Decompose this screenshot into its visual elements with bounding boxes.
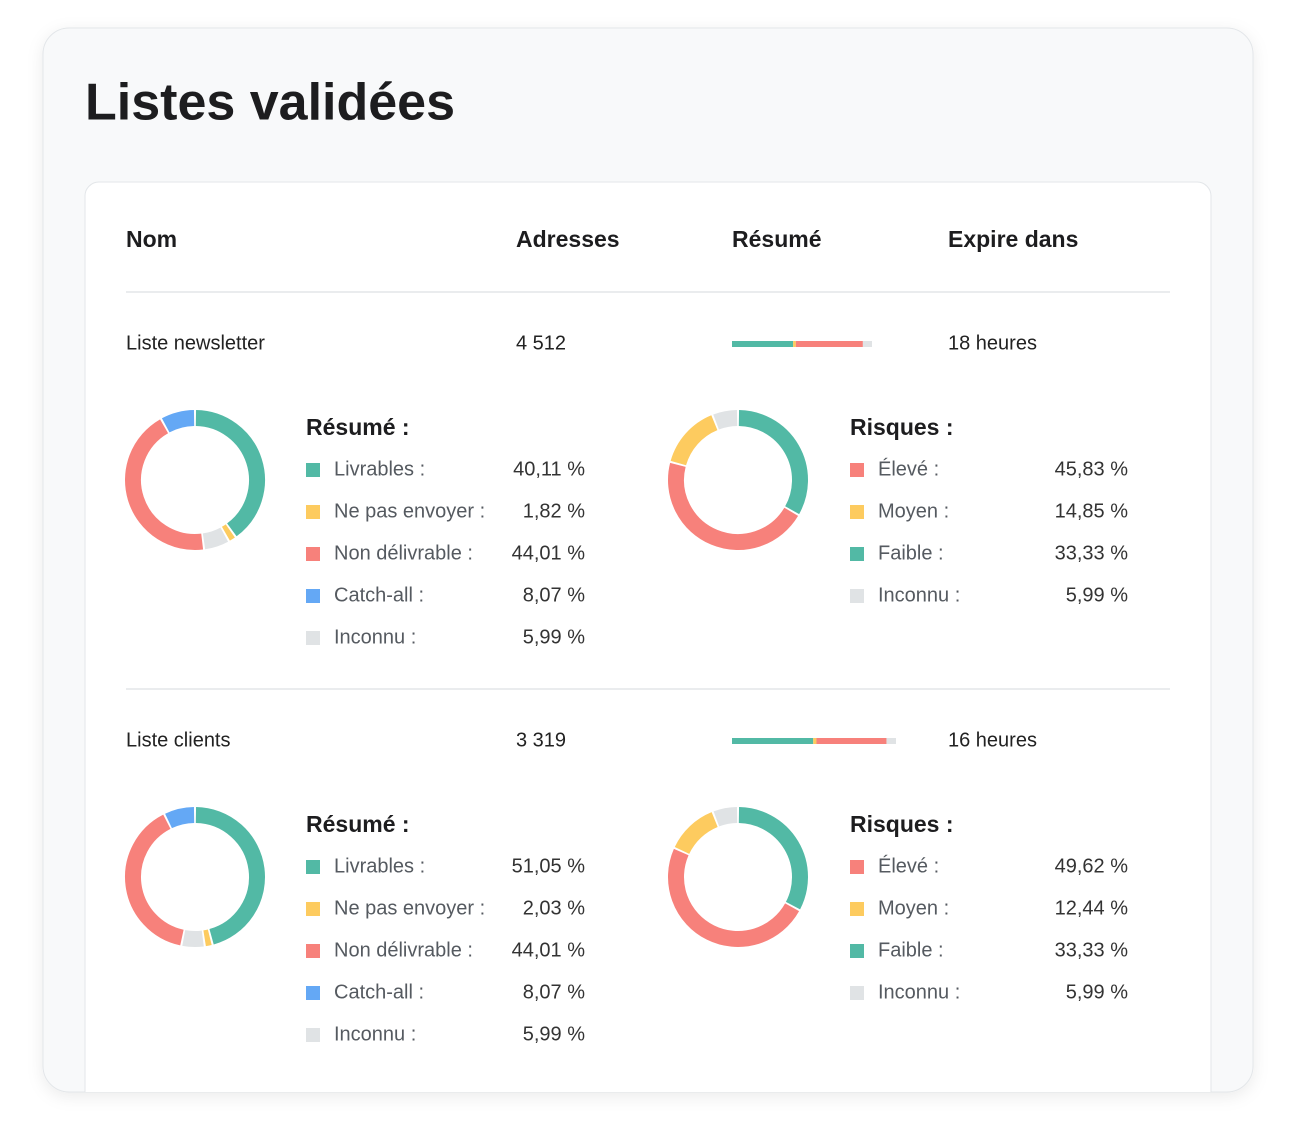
- donut-segment: [202, 527, 229, 550]
- legend-title: Risques :: [850, 414, 954, 440]
- summary-bar-segment: [732, 341, 794, 347]
- legend-value: 44,01 %: [512, 542, 586, 564]
- legend-value: 45,83 %: [1055, 458, 1129, 480]
- donut-segment: [125, 419, 204, 550]
- legend-value: 14,85 %: [1055, 500, 1129, 522]
- donut-segment: [195, 807, 265, 945]
- legend-title: Résumé :: [306, 811, 410, 837]
- donut-segment: [195, 410, 265, 537]
- donut-segment: [668, 462, 799, 550]
- legend-label: Faible :: [878, 939, 944, 961]
- donut-segment: [738, 807, 808, 910]
- legend-title: Risques :: [850, 811, 954, 837]
- legend-title: Résumé :: [306, 414, 410, 440]
- list-addresses: 3 319: [516, 729, 566, 751]
- legend-label: Non délivrable :: [334, 939, 473, 961]
- legend-value: 51,05 %: [512, 855, 586, 877]
- legend-value: 12,44 %: [1055, 897, 1129, 919]
- legend-label: Livrables :: [334, 458, 425, 480]
- legend-label: Élevé :: [878, 854, 939, 877]
- legend-label: Inconnu :: [334, 626, 416, 648]
- donut-segment: [713, 807, 738, 827]
- donut-segment: [161, 410, 195, 433]
- legend-value: 5,99 %: [1066, 584, 1128, 606]
- legend-value: 8,07 %: [523, 981, 585, 1003]
- legend-label: Livrables :: [334, 855, 425, 877]
- legend-swatch: [850, 944, 864, 958]
- legend-value: 44,01 %: [512, 939, 586, 961]
- legend-label: Moyen :: [878, 500, 949, 522]
- legend-value: 33,33 %: [1055, 939, 1129, 961]
- legend-swatch: [850, 505, 864, 519]
- summary-bar-segment: [886, 738, 896, 744]
- legend-label: Catch-all :: [334, 584, 424, 606]
- legend-swatch: [850, 547, 864, 561]
- list-expires: 18 heures: [948, 332, 1037, 354]
- legend-swatch: [306, 944, 320, 958]
- legend-value: 1,82 %: [523, 500, 585, 522]
- summary-bar-segment: [816, 738, 887, 744]
- legend-label: Élevé :: [878, 457, 939, 480]
- legend-label: Catch-all :: [334, 981, 424, 1003]
- legend-label: Inconnu :: [878, 981, 960, 1003]
- donut-segment: [668, 848, 800, 947]
- donut-segment: [713, 410, 738, 430]
- column-header: Expire dans: [948, 226, 1078, 252]
- legend-swatch: [850, 463, 864, 477]
- donut-segment: [182, 930, 204, 947]
- donut-segment: [670, 415, 718, 466]
- legend-label: Ne pas envoyer :: [334, 500, 485, 522]
- legend-swatch: [850, 589, 864, 603]
- legend-swatch: [306, 505, 320, 519]
- legend-label: Ne pas envoyer :: [334, 897, 485, 919]
- legend-swatch: [850, 986, 864, 1000]
- donut-segment: [221, 524, 235, 541]
- legend-label: Non délivrable :: [334, 542, 473, 564]
- column-header: Nom: [126, 226, 177, 252]
- inner-card: [84, 181, 1212, 1092]
- legend-value: 5,99 %: [523, 1023, 585, 1045]
- legend-value: 8,07 %: [523, 584, 585, 606]
- list-name: Liste clients: [126, 729, 231, 751]
- column-header: Résumé: [732, 226, 821, 252]
- page-title: Listes validées: [85, 74, 455, 132]
- legend-label: Inconnu :: [334, 1023, 416, 1045]
- list-name: Liste newsletter: [126, 332, 265, 354]
- legend-label: Moyen :: [878, 897, 949, 919]
- summary-bar-segment: [795, 341, 863, 347]
- list-addresses: 4 512: [516, 332, 566, 354]
- legend-swatch: [850, 860, 864, 874]
- donut-segment: [738, 410, 808, 515]
- list-expires: 16 heures: [948, 729, 1037, 751]
- legend-swatch: [306, 860, 320, 874]
- legend-swatch: [306, 547, 320, 561]
- legend-value: 5,99 %: [523, 626, 585, 648]
- legend-value: 40,11 %: [513, 458, 585, 480]
- summary-bar-segment: [732, 738, 814, 744]
- legend-swatch: [306, 631, 320, 645]
- donut-segment: [203, 929, 212, 947]
- summary-bar-segment: [813, 738, 817, 744]
- legend-value: 5,99 %: [1066, 981, 1128, 1003]
- legend-value: 33,33 %: [1055, 542, 1129, 564]
- legend-swatch: [306, 986, 320, 1000]
- legend-label: Inconnu :: [878, 584, 960, 606]
- donut-segment: [125, 814, 184, 946]
- legend-value: 2,03 %: [523, 897, 585, 919]
- legend-swatch: [306, 1028, 320, 1042]
- legend-label: Faible :: [878, 542, 944, 564]
- column-header: Adresses: [516, 226, 620, 252]
- legend-value: 49,62 %: [1055, 855, 1129, 877]
- summary-bar-segment: [793, 341, 796, 347]
- legend-swatch: [306, 902, 320, 916]
- legend-swatch: [306, 463, 320, 477]
- donut-segment: [165, 807, 195, 829]
- donut-segment: [674, 812, 718, 855]
- legend-swatch: [306, 589, 320, 603]
- summary-bar-segment: [862, 341, 872, 347]
- legend-swatch: [850, 902, 864, 916]
